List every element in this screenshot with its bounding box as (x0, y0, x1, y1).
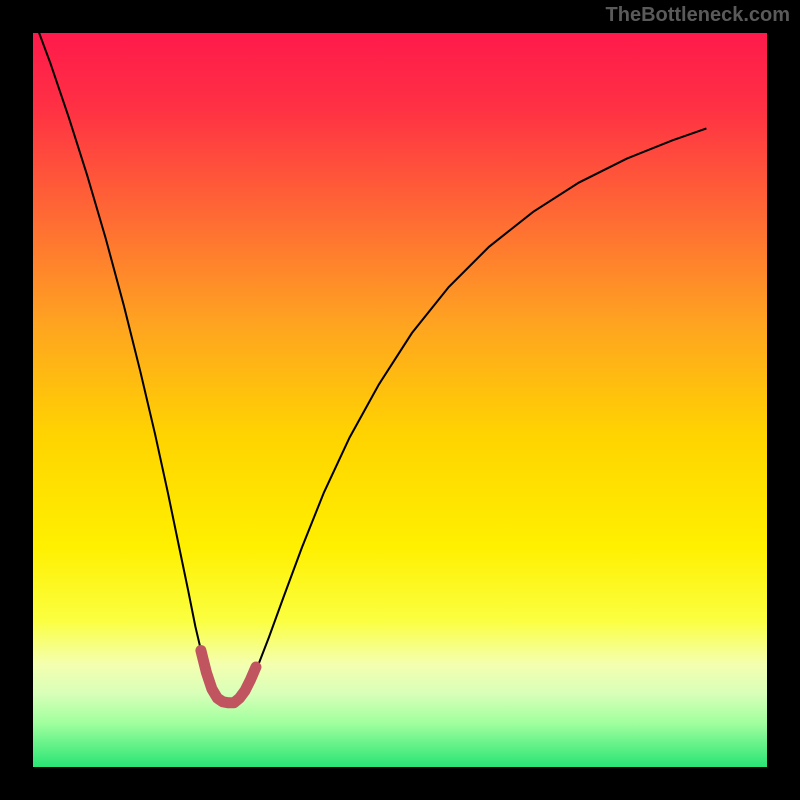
curves-svg (33, 33, 767, 767)
highlight-curve (201, 650, 256, 702)
plot-area (33, 33, 767, 767)
watermark-text: TheBottleneck.com (606, 4, 790, 27)
bottleneck-curve (33, 33, 706, 704)
